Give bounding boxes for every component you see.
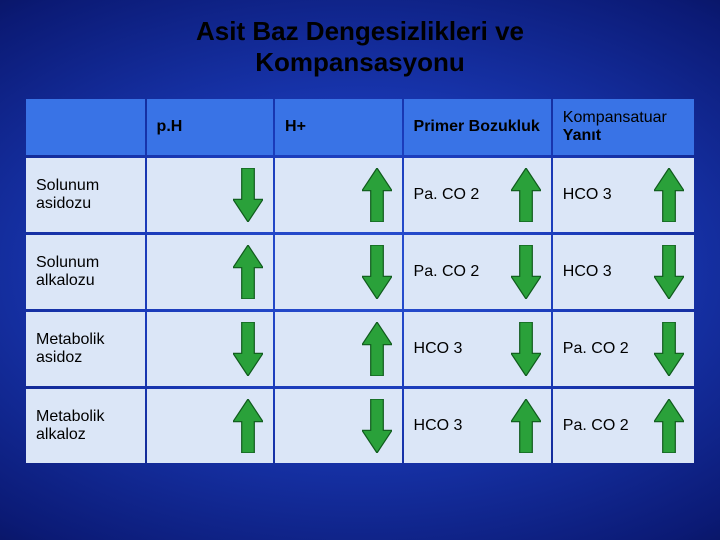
table-body: Solunum asidozuPa. CO 2HCO 3Solunum alka… <box>26 158 694 463</box>
table-cell <box>147 389 273 463</box>
table-row: Solunum alkalozu Pa. CO 2 HCO 3 <box>26 235 694 309</box>
table-cell: Pa. CO 2 <box>404 235 551 309</box>
col-header-ph: p.H <box>147 99 273 155</box>
arrow-down-icon <box>654 322 684 376</box>
cell-text: Pa. CO 2 <box>414 263 480 280</box>
table-cell: Pa. CO 2 <box>553 312 694 386</box>
slide-title: Asit Baz Dengesizlikleri ve Kompansasyon… <box>0 0 720 88</box>
table-cell <box>275 235 401 309</box>
arrow-down-icon <box>362 399 392 453</box>
table-cell: HCO 3 <box>404 389 551 463</box>
title-line-1: Asit Baz Dengesizlikleri ve <box>196 16 524 46</box>
table-cell: HCO 3 <box>404 312 551 386</box>
table-row: Metabolik alkaloz HCO 3 Pa. CO 2 <box>26 389 694 463</box>
table-cell: HCO 3 <box>553 235 694 309</box>
arrow-up-icon <box>362 322 392 376</box>
table-cell: HCO 3 <box>553 158 694 232</box>
arrow-down-icon <box>511 245 541 299</box>
arrow-up-icon <box>511 168 541 222</box>
col-header-h: H+ <box>275 99 401 155</box>
arrow-up-icon <box>654 399 684 453</box>
arrow-up-icon <box>233 399 263 453</box>
arrow-up-icon <box>362 168 392 222</box>
arrow-up-icon <box>511 399 541 453</box>
title-line-2: Kompansasyonu <box>255 47 465 77</box>
table-cell: Pa. CO 2 <box>553 389 694 463</box>
table-header-row: p.H H+ Primer Bozukluk Kompansatuar Yanı… <box>26 99 694 155</box>
row-label: Solunum alkalozu <box>26 235 145 309</box>
row-label: Solunum asidozu <box>26 158 145 232</box>
arrow-down-icon <box>654 245 684 299</box>
cell-text: HCO 3 <box>563 263 612 280</box>
table-row: Metabolik asidoz HCO 3 Pa. CO 2 <box>26 312 694 386</box>
table-cell <box>147 235 273 309</box>
table-cell <box>147 312 273 386</box>
table-cell <box>275 158 401 232</box>
table-row: Solunum asidozu Pa. CO 2 HCO 3 <box>26 158 694 232</box>
arrow-down-icon <box>362 245 392 299</box>
acid-base-table: p.H H+ Primer Bozukluk Kompansatuar Yanı… <box>24 96 696 466</box>
table-cell <box>275 312 401 386</box>
row-label: Metabolik alkaloz <box>26 389 145 463</box>
col-header-0 <box>26 99 145 155</box>
table-cell: Pa. CO 2 <box>404 158 551 232</box>
row-label: Metabolik asidoz <box>26 312 145 386</box>
cell-text: Pa. CO 2 <box>563 340 629 357</box>
col-header-primer: Primer Bozukluk <box>404 99 551 155</box>
arrow-up-icon <box>233 245 263 299</box>
arrow-down-icon <box>511 322 541 376</box>
col-header-komp: Kompansatuar Yanıt <box>553 99 694 155</box>
arrow-down-icon <box>233 168 263 222</box>
cell-text: Pa. CO 2 <box>563 417 629 434</box>
arrow-up-icon <box>654 168 684 222</box>
arrow-down-icon <box>233 322 263 376</box>
cell-text: HCO 3 <box>414 340 463 357</box>
table-cell <box>275 389 401 463</box>
table-cell <box>147 158 273 232</box>
cell-text: HCO 3 <box>414 417 463 434</box>
cell-text: Pa. CO 2 <box>414 186 480 203</box>
cell-text: HCO 3 <box>563 186 612 203</box>
